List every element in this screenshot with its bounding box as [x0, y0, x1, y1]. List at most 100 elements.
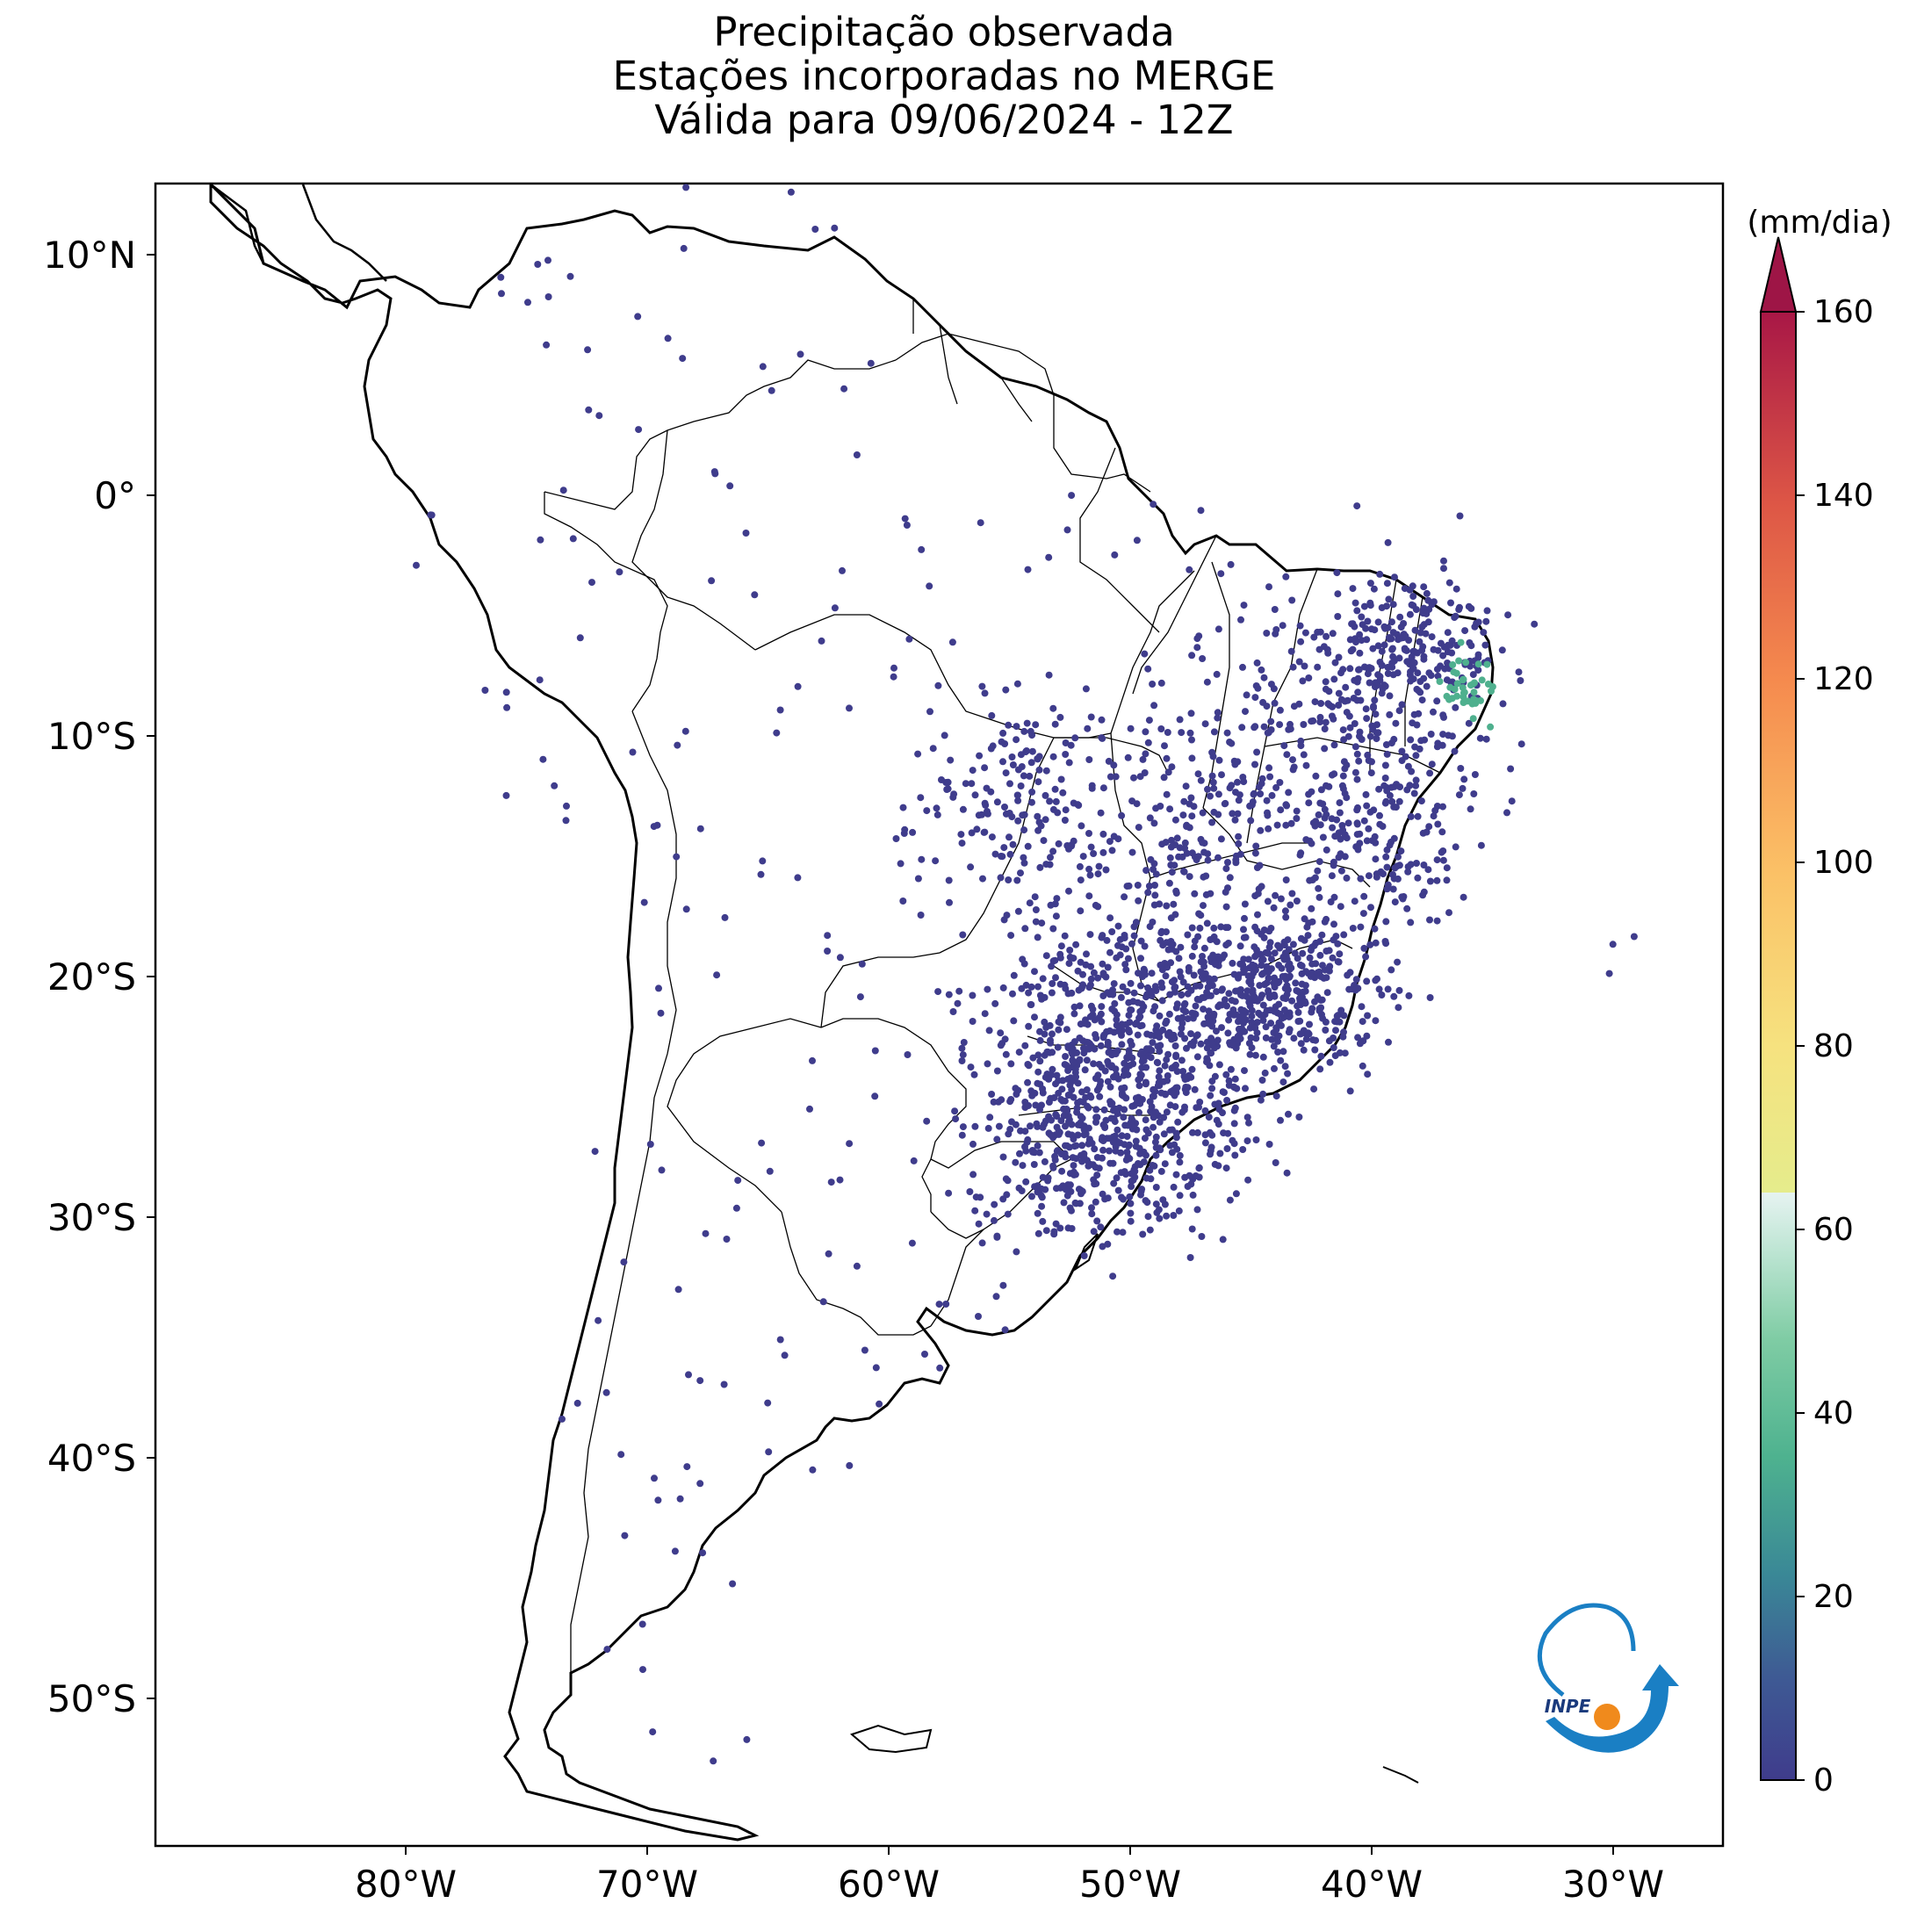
station-point	[1252, 1136, 1260, 1143]
station-point	[969, 1171, 977, 1179]
station-point	[1230, 1107, 1238, 1114]
station-point	[1098, 734, 1106, 742]
station-point	[1120, 1114, 1128, 1121]
station-point	[1124, 753, 1132, 761]
station-point	[1125, 882, 1133, 890]
station-point	[1170, 900, 1178, 908]
station-point	[1274, 1037, 1281, 1045]
station-point	[1034, 983, 1041, 991]
station-point	[1005, 876, 1013, 883]
station-point	[954, 999, 962, 1007]
station-point	[1204, 1056, 1211, 1064]
station-point	[1427, 672, 1435, 680]
station-point	[1383, 787, 1391, 795]
station-point	[1203, 919, 1211, 927]
station-point	[1302, 836, 1310, 844]
station-point	[639, 1666, 646, 1674]
station-point	[1207, 1049, 1215, 1057]
station-point	[1285, 725, 1293, 733]
station-point	[1049, 1030, 1056, 1038]
station-point	[1091, 1180, 1099, 1188]
station-point	[1390, 834, 1398, 842]
station-point	[1014, 817, 1022, 825]
station-point	[1166, 1126, 1174, 1134]
station-point	[1106, 1083, 1114, 1091]
station-point	[1288, 890, 1296, 898]
station-point	[1002, 769, 1010, 777]
station-point	[1196, 982, 1204, 990]
station-point	[1416, 745, 1423, 753]
station-point	[1141, 1135, 1149, 1143]
station-point	[926, 582, 933, 590]
station-point	[1176, 716, 1184, 724]
station-point	[1136, 1150, 1144, 1157]
station-point	[981, 689, 989, 697]
station-point	[1247, 817, 1255, 825]
station-point	[910, 1157, 918, 1164]
station-point	[1084, 724, 1092, 732]
station-point	[1152, 1133, 1160, 1141]
station-point	[1420, 655, 1428, 663]
station-point	[674, 741, 681, 749]
station-point	[1188, 652, 1196, 660]
station-point	[1180, 1001, 1188, 1009]
station-point	[892, 835, 900, 842]
station-point	[876, 1400, 883, 1408]
lat-label-10n: 10°N	[43, 234, 136, 277]
station-point	[1214, 709, 1222, 717]
station-point	[1366, 602, 1374, 609]
station-point	[584, 346, 592, 354]
station-point	[1240, 602, 1248, 609]
station-point	[1168, 869, 1176, 876]
station-point	[1186, 1254, 1194, 1261]
station-point	[1248, 1019, 1256, 1027]
station-point	[1207, 936, 1214, 943]
station-point	[1347, 647, 1355, 655]
station-point	[1072, 1142, 1080, 1150]
station-point	[1308, 905, 1315, 912]
station-point	[1197, 1040, 1205, 1048]
station-point	[1015, 1049, 1023, 1056]
station-point	[1077, 876, 1085, 884]
station-point	[1034, 934, 1041, 941]
station-point	[1424, 866, 1432, 874]
station-point	[1319, 1014, 1327, 1022]
station-point	[1234, 810, 1242, 818]
station-point	[1193, 1206, 1201, 1214]
station-point	[944, 778, 952, 786]
station-point	[1132, 919, 1140, 926]
station-point	[1407, 736, 1415, 744]
station-point	[1449, 661, 1457, 668]
longitude-axis: 80°W 70°W 60°W 50°W 40°W 30°W	[355, 1846, 1664, 1906]
station-point	[1158, 997, 1166, 1005]
station-point	[1353, 502, 1361, 510]
station-point	[1045, 671, 1053, 679]
station-point	[1099, 960, 1106, 968]
station-point	[967, 863, 975, 871]
station-point	[1201, 1107, 1209, 1114]
station-point	[1035, 753, 1043, 761]
station-point	[914, 750, 922, 758]
station-point	[1181, 1034, 1189, 1042]
station-point	[1376, 570, 1384, 578]
station-point	[1264, 811, 1272, 819]
station-point	[1154, 1059, 1162, 1067]
station-point	[1080, 1020, 1088, 1027]
station-point	[1271, 949, 1279, 957]
station-point	[1280, 1006, 1288, 1014]
station-point	[831, 604, 839, 612]
station-point	[1224, 940, 1232, 947]
station-point	[1315, 1005, 1323, 1013]
station-point	[1235, 971, 1243, 979]
station-point	[1034, 1142, 1041, 1150]
station-point	[1356, 649, 1364, 657]
station-point	[1116, 951, 1124, 959]
station-point	[1446, 641, 1454, 649]
station-point	[1091, 1145, 1099, 1153]
station-point	[1129, 1060, 1137, 1068]
station-point	[1462, 659, 1470, 667]
station-point	[1395, 707, 1403, 715]
station-point	[1156, 1215, 1164, 1222]
station-point	[1426, 877, 1434, 885]
station-point	[1047, 1131, 1055, 1139]
